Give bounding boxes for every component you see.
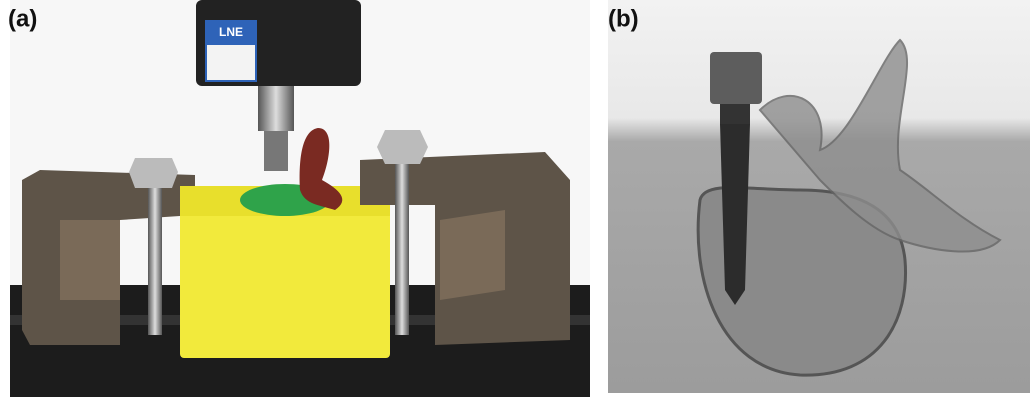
shaft [258,86,294,131]
panel-label: (b) [608,5,639,32]
left-bolt [148,180,162,335]
right-nut [377,130,428,164]
sensor-tag-paper [207,45,255,80]
photo-a: LNE [10,0,590,397]
clamp-steps [60,220,120,300]
vertebra-specimen [299,128,343,210]
yellow-block [180,186,390,358]
sensor-label: LNE [219,25,243,39]
right-bolt [395,160,409,335]
vertebral-body [696,186,908,377]
posterior-elements [758,38,1002,253]
screw-shaft [720,124,750,305]
clamp-steps [440,210,505,300]
screw-neck [720,104,750,124]
indenter [264,131,288,171]
panel-label: (a) [8,5,37,32]
xray-b [608,0,1030,393]
screw-head [710,52,762,104]
left-nut [129,158,178,188]
